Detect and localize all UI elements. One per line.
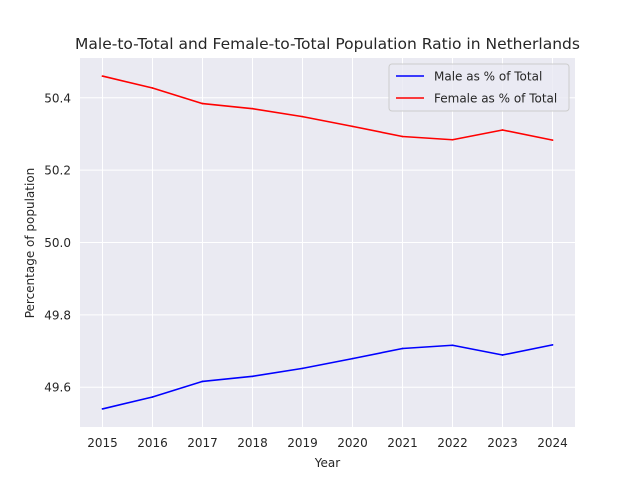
data-point bbox=[101, 75, 104, 77]
y-axis-ticks: 49.6 49.8 50.0 50.2 50.4 bbox=[44, 91, 71, 394]
x-tick-label: 2017 bbox=[187, 436, 218, 450]
x-tick-label: 2018 bbox=[237, 436, 268, 450]
data-point bbox=[351, 125, 354, 128]
data-point bbox=[551, 343, 554, 346]
data-point bbox=[551, 139, 554, 142]
data-point bbox=[501, 129, 504, 131]
x-tick-label: 2023 bbox=[487, 436, 518, 450]
series-line bbox=[102, 344, 553, 410]
x-tick-label: 2021 bbox=[387, 436, 418, 450]
legend: Male as % of Total Female as % of Total bbox=[388, 63, 570, 112]
x-axis-ticks: 2015 2016 2017 2018 2019 2020 2021 2022 2023 2024 bbox=[87, 436, 568, 450]
y-tick-label: 50.0 bbox=[44, 236, 71, 250]
data-point bbox=[251, 107, 254, 110]
y-tick-label: 50.4 bbox=[44, 91, 71, 105]
data-point bbox=[401, 347, 404, 350]
data-point bbox=[501, 354, 504, 356]
y-tick-label: 49.6 bbox=[44, 381, 71, 395]
data-point bbox=[101, 408, 104, 410]
data-point bbox=[151, 87, 154, 89]
data-point bbox=[301, 115, 304, 118]
series-line bbox=[102, 75, 553, 141]
x-axis-label: Year bbox=[314, 456, 340, 470]
legend-label: Male as % of Total bbox=[434, 70, 542, 84]
y-axis-label: Percentage of population bbox=[23, 168, 37, 319]
data-point bbox=[201, 380, 204, 383]
x-tick-label: 2020 bbox=[337, 436, 368, 450]
data-point bbox=[451, 138, 454, 141]
data-point bbox=[251, 375, 254, 378]
data-point bbox=[351, 357, 354, 360]
x-tick-label: 2019 bbox=[287, 436, 318, 450]
x-tick-label: 2024 bbox=[537, 436, 568, 450]
x-tick-label: 2016 bbox=[137, 436, 168, 450]
data-point bbox=[151, 396, 154, 398]
data-point bbox=[201, 102, 204, 105]
data-point bbox=[401, 135, 404, 138]
chart-title: Male-to-Total and Female-to-Total Popula… bbox=[75, 35, 580, 53]
legend-box bbox=[388, 63, 570, 112]
x-tick-label: 2022 bbox=[437, 436, 468, 450]
grid-lines bbox=[80, 58, 575, 427]
data-point bbox=[451, 344, 454, 347]
y-tick-label: 50.2 bbox=[44, 164, 71, 178]
x-tick-label: 2015 bbox=[87, 436, 118, 450]
data-point bbox=[301, 367, 304, 370]
y-tick-label: 49.8 bbox=[44, 308, 71, 322]
legend-label: Female as % of Total bbox=[434, 92, 557, 106]
series-layer bbox=[101, 75, 554, 410]
